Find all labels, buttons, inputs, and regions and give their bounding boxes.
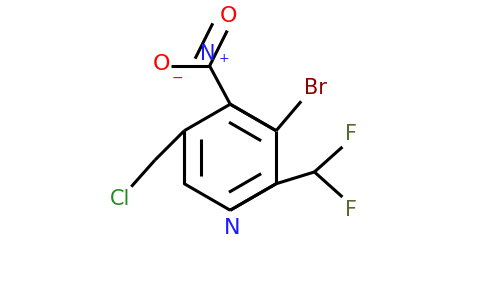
Text: F: F [345, 124, 357, 144]
Text: O: O [220, 6, 238, 26]
Text: −: − [172, 71, 183, 85]
Text: +: + [218, 52, 229, 65]
Text: O: O [152, 54, 170, 74]
Text: Cl: Cl [109, 189, 130, 209]
Text: Br: Br [303, 78, 326, 98]
Text: N: N [224, 218, 240, 238]
Text: F: F [345, 200, 357, 220]
Text: N: N [200, 44, 216, 64]
